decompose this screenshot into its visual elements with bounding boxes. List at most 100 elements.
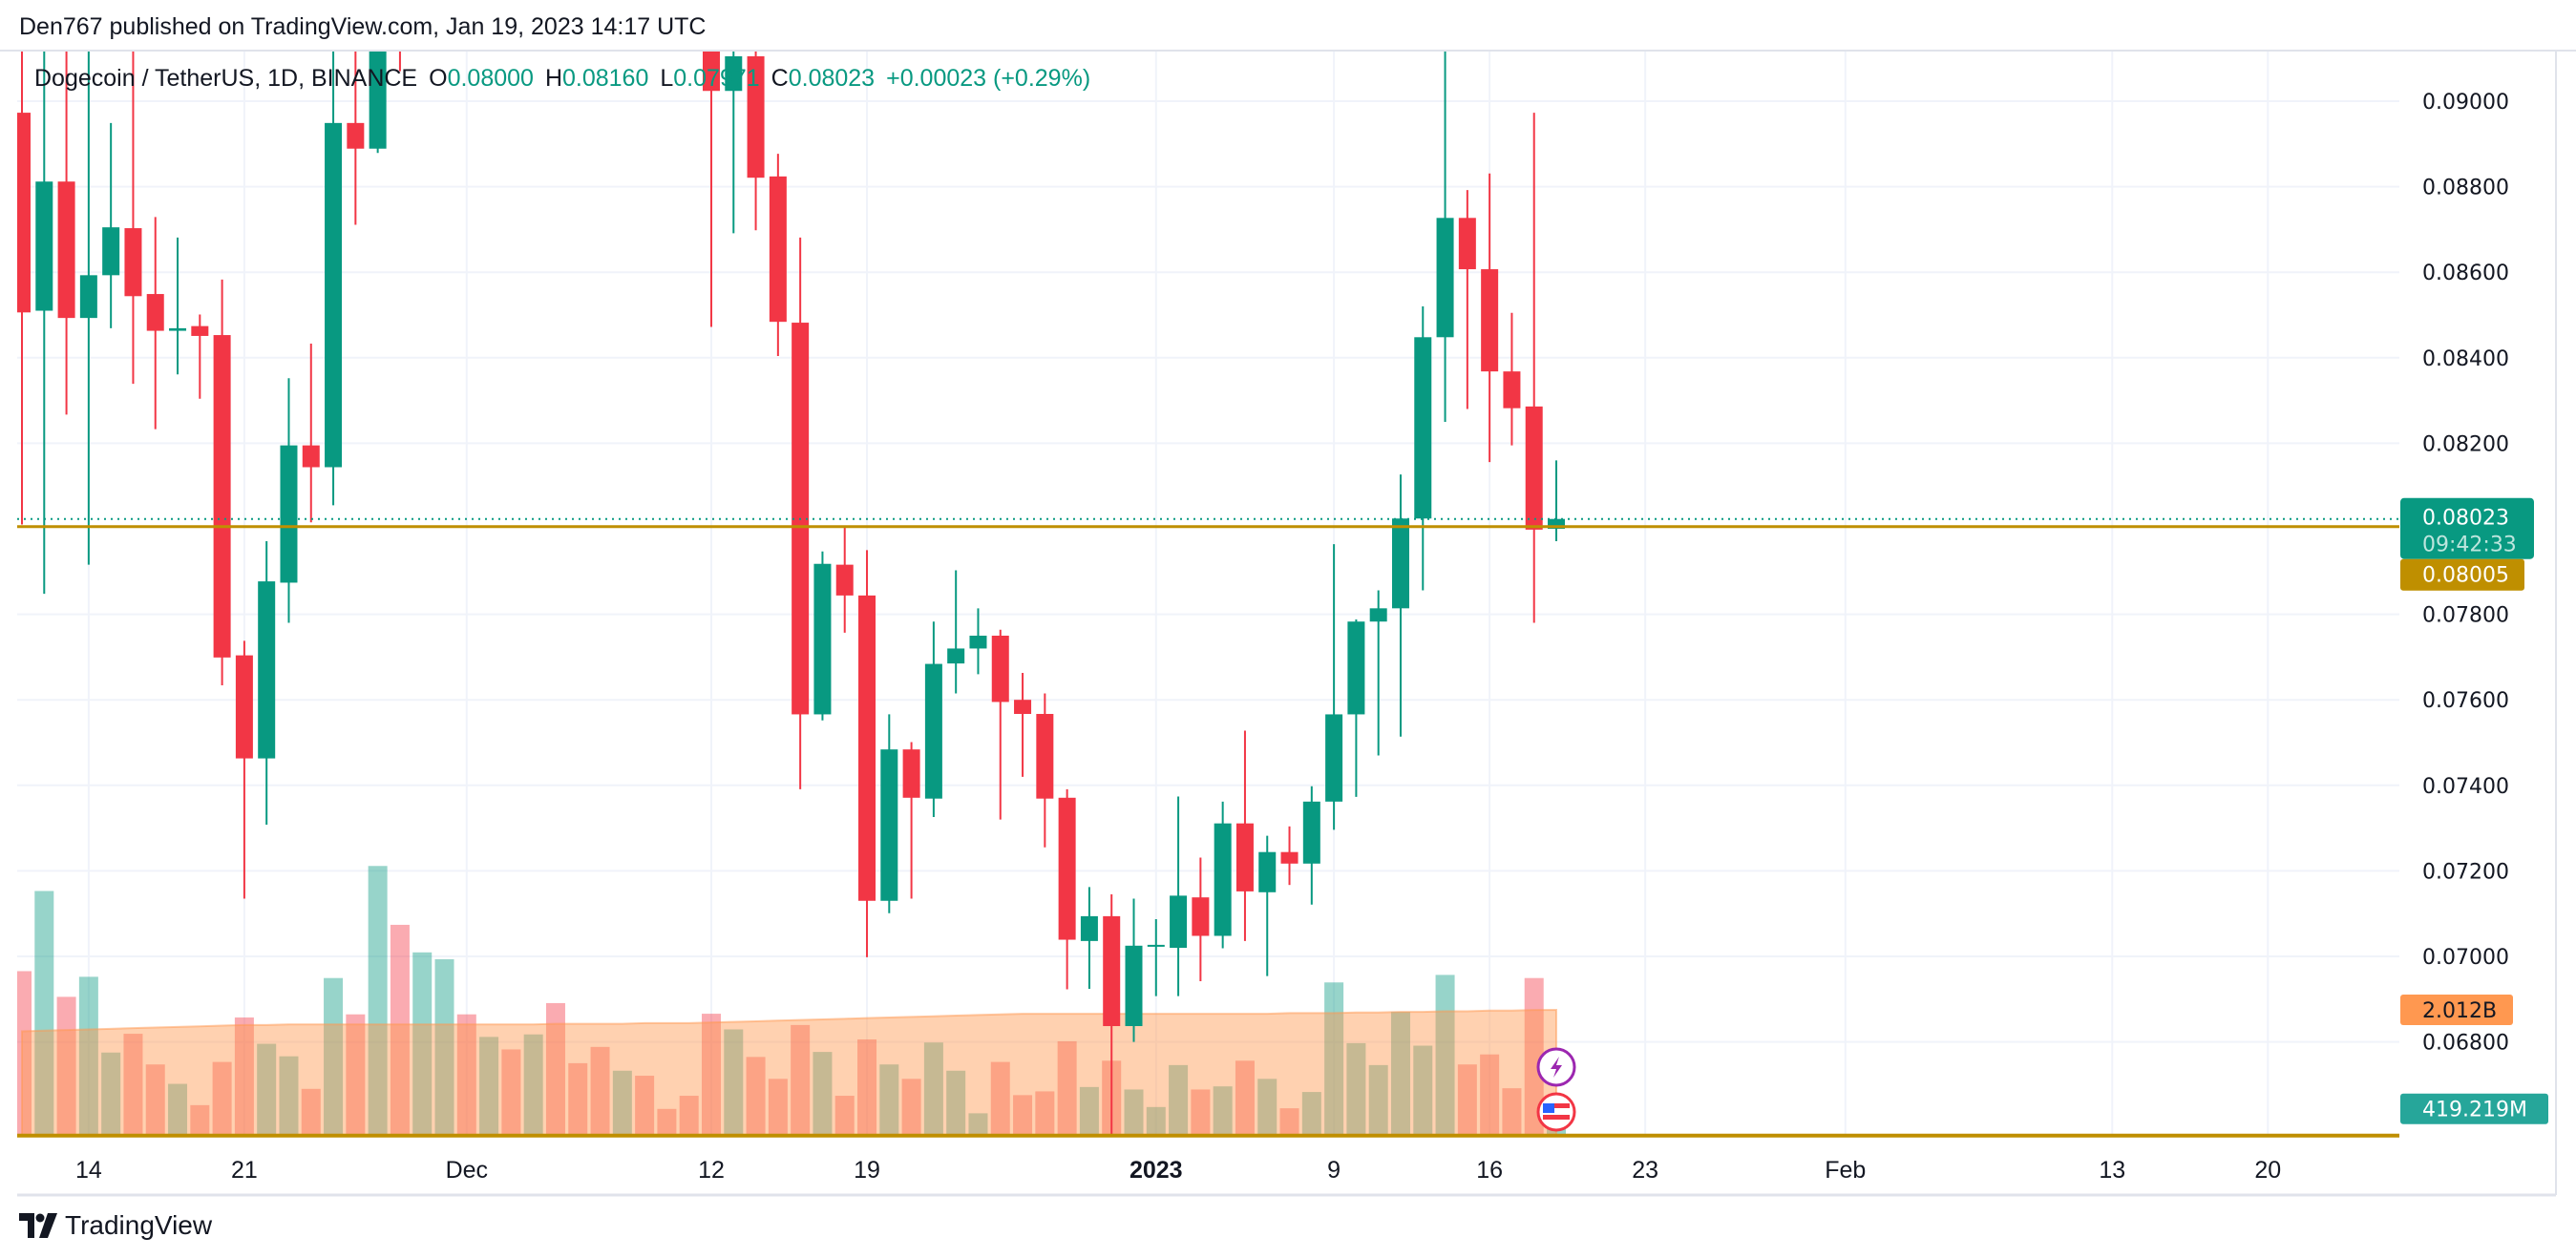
candle-body — [1481, 269, 1499, 372]
candle-body — [325, 122, 343, 468]
volume-bar — [1213, 1086, 1233, 1136]
candle — [835, 525, 854, 633]
grid — [17, 52, 2399, 1136]
close-key: C — [771, 65, 789, 92]
volume-bar — [390, 924, 410, 1136]
candle-body — [1391, 518, 1409, 609]
axis-corner — [2400, 1138, 2555, 1193]
candles — [17, 52, 1566, 1136]
candle — [146, 217, 164, 430]
volume-bar — [1413, 1045, 1433, 1136]
candle-body — [1258, 851, 1277, 892]
open-key: O — [429, 65, 448, 92]
candle-body — [369, 52, 387, 149]
tradingview-logo[interactable]: TradingView — [19, 1210, 212, 1241]
volume-bar — [1324, 982, 1344, 1136]
price-tick-label: 0.08200 — [2422, 432, 2509, 456]
candle — [769, 154, 787, 357]
candle-body — [258, 581, 276, 759]
volume-bar — [701, 1014, 721, 1136]
candle — [880, 714, 898, 913]
candle — [991, 629, 1009, 820]
candle-body — [1080, 915, 1098, 941]
candle-body — [302, 445, 320, 468]
volume-bar — [1502, 1088, 1522, 1136]
candle — [213, 279, 231, 685]
candle — [1147, 919, 1165, 996]
candle-body — [1058, 797, 1076, 940]
candle-body — [102, 227, 120, 276]
volume-bar — [479, 1037, 499, 1136]
candle-body — [969, 636, 987, 649]
volume-bar — [946, 1070, 966, 1136]
candle-body — [1014, 700, 1032, 714]
time-tick-label: 20 — [2254, 1157, 2281, 1184]
volume-bar — [145, 1064, 165, 1136]
candle — [1280, 826, 1299, 886]
volume-bar — [612, 1070, 632, 1136]
time-tick-label: 2023 — [1130, 1157, 1183, 1184]
volume-bar — [1235, 1060, 1255, 1136]
candle — [1214, 801, 1232, 949]
line-price-badge — [2400, 558, 2524, 591]
candle-body — [947, 648, 965, 664]
candle — [1525, 113, 1543, 623]
candle — [191, 314, 209, 399]
symbol-name[interactable]: Dogecoin / TetherUS, 1D, BINANCE — [34, 65, 418, 92]
us-flag-event-icon[interactable] — [1536, 1092, 1576, 1132]
volume-bar — [1146, 1106, 1166, 1136]
volume-bar — [813, 1052, 833, 1136]
volume-bar — [768, 1079, 788, 1136]
candle — [1170, 796, 1188, 996]
volume-bar — [434, 959, 454, 1136]
volume-bar — [834, 1096, 855, 1136]
volume-bar — [1524, 977, 1544, 1136]
lightning-event-icon[interactable] — [1536, 1047, 1576, 1087]
candle — [35, 52, 53, 595]
candle-body — [858, 595, 876, 901]
volume-bar — [1013, 1095, 1033, 1136]
candle — [1391, 474, 1409, 737]
candle-body — [1103, 915, 1121, 1027]
time-axis[interactable]: 14 21 Dec 12 19 2023 9 16 23 Feb 13 20 — [75, 1157, 2281, 1184]
volume-bar — [523, 1034, 543, 1136]
candle — [280, 378, 298, 623]
time-tick-label: 23 — [1632, 1157, 1658, 1184]
volume-bar — [545, 1002, 565, 1136]
candle — [1481, 173, 1499, 463]
candle — [169, 237, 187, 375]
candle-body — [1436, 218, 1454, 338]
candle — [1125, 898, 1143, 1042]
candle-body — [880, 749, 898, 901]
price-axis[interactable]: 0.09000 0.08800 0.08600 0.08400 0.08200 0.078… — [2400, 91, 2555, 1193]
candle — [947, 570, 965, 694]
candle-body — [213, 335, 231, 658]
candle-body — [169, 327, 187, 331]
candle-body — [191, 325, 209, 336]
volume-label: 419.219M — [2422, 1099, 2527, 1122]
candle — [102, 122, 120, 328]
price-tick-label: 0.09000 — [2422, 91, 2509, 115]
time-tick-label: 9 — [1327, 1157, 1341, 1184]
volume-bar — [724, 1029, 744, 1136]
volume-bar — [56, 996, 76, 1136]
candle-body — [924, 663, 942, 799]
candle — [57, 52, 75, 415]
candle-body — [813, 563, 832, 715]
time-tick-label: Feb — [1825, 1157, 1866, 1184]
time-tick-label: 14 — [75, 1157, 102, 1184]
volume-bar — [590, 1046, 610, 1136]
candle-body — [17, 113, 31, 313]
candle-body — [769, 176, 787, 323]
volume-bar — [1279, 1108, 1299, 1136]
volume-bar — [168, 1083, 188, 1136]
candle — [1192, 857, 1210, 981]
candle-body — [991, 636, 1009, 702]
candle — [17, 52, 31, 525]
volume-bar — [17, 971, 32, 1136]
candle — [924, 621, 942, 817]
candle-body — [835, 564, 854, 596]
volume-bar — [990, 1061, 1010, 1136]
candle — [725, 52, 743, 234]
